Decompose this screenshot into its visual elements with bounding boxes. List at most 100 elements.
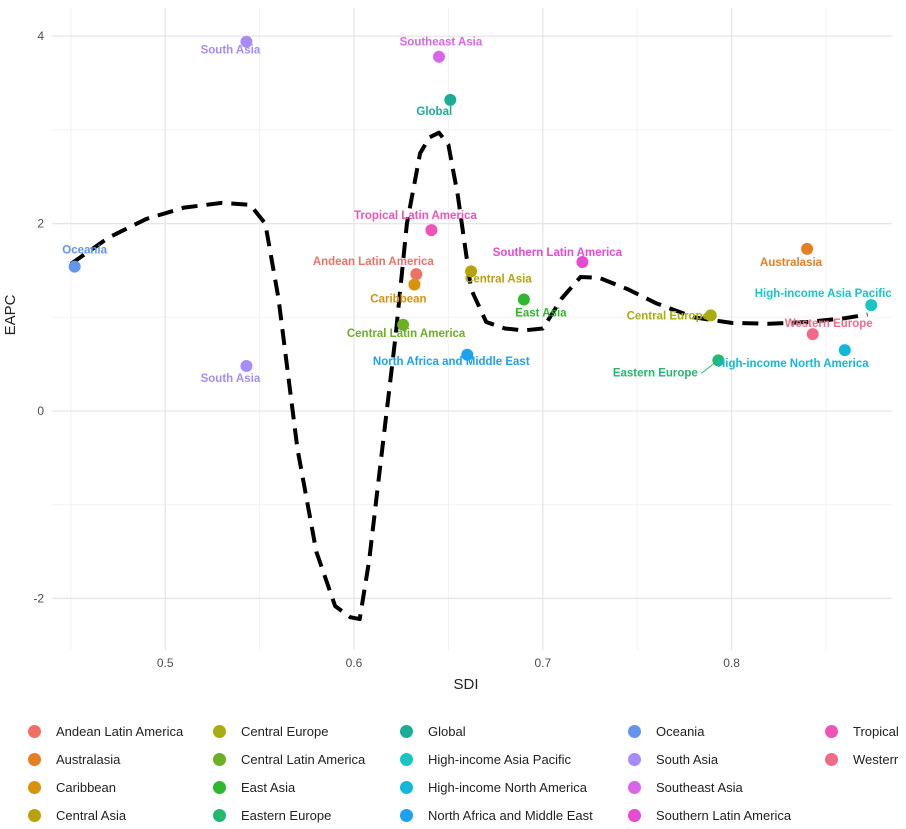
legend-label: Global: [428, 723, 466, 739]
y-tick-label: 0: [37, 404, 44, 418]
point-label: Global: [416, 106, 452, 118]
legend-item: South Asia: [628, 750, 718, 768]
point-label: Caribbean: [370, 293, 426, 305]
legend-label: Southeast Asia: [656, 779, 743, 795]
legend-item: High-income Asia Pacific: [400, 750, 571, 768]
data-point: [704, 309, 717, 322]
legend-item: Southern Latin America: [628, 806, 791, 824]
legend-label: Andean Latin America: [56, 723, 184, 739]
data-points: [68, 35, 878, 373]
data-point: [576, 255, 589, 268]
legend-swatch: [628, 724, 641, 738]
point-label: Central Latin America: [347, 328, 466, 340]
x-tick-label: 0.7: [534, 656, 551, 670]
legend-swatch: [825, 724, 838, 738]
point-label: Southeast Asia: [400, 37, 483, 49]
data-point: [712, 354, 725, 367]
legend-label: High-income North America: [428, 779, 587, 795]
point-label: Central Asia: [465, 273, 532, 285]
legend-label: Oceania: [656, 723, 705, 739]
legend-label: Central Europe: [241, 723, 329, 739]
data-point: [806, 328, 819, 341]
legend-swatch: [213, 724, 226, 738]
legend-item: Andean Latin America: [28, 722, 183, 740]
point-label: High-income Asia Pacific: [755, 288, 893, 300]
legend-label: Eastern Europe: [241, 807, 332, 823]
point-label: Andean Latin America: [313, 256, 435, 268]
leader-line: [701, 362, 716, 374]
label-leader-lines: [701, 362, 716, 374]
legend-item: Global: [400, 722, 466, 740]
legend-label: Westerr: [853, 751, 899, 767]
data-point: [517, 293, 530, 306]
point-label: South Asia: [201, 45, 261, 57]
legend-item: Australasia: [28, 750, 120, 768]
point-label: South Asia: [201, 373, 261, 385]
legend-swatch: [628, 780, 641, 794]
data-point: [410, 268, 423, 281]
legend-label: High-income Asia Pacific: [428, 751, 572, 767]
y-tick-label: 2: [37, 217, 44, 231]
data-point: [240, 360, 253, 373]
plot-grid: [52, 8, 892, 650]
legend-item: Tropical: [825, 722, 899, 740]
data-point: [408, 278, 421, 291]
legend-swatch: [400, 724, 413, 738]
point-label: Western Europe: [785, 318, 873, 330]
point-label: North Africa and Middle East: [373, 356, 530, 368]
legend-item: Central Latin America: [213, 750, 365, 768]
x-axis-title: SDI: [453, 676, 478, 693]
legend-swatch: [28, 752, 41, 766]
point-label: East Asia: [515, 307, 567, 319]
point-label: Tropical Latin America: [354, 210, 478, 222]
legend-swatch: [825, 752, 838, 766]
point-label: Australasia: [760, 257, 823, 269]
legend-label: Central Asia: [56, 807, 127, 823]
legend-label: Australasia: [56, 751, 121, 767]
legend-item: Southeast Asia: [628, 778, 743, 796]
legend-swatch: [400, 780, 413, 794]
legend-label: South Asia: [656, 751, 719, 767]
legend-swatch: [400, 752, 413, 766]
legend-item: East Asia: [213, 778, 295, 796]
x-tick-labels: 0.5 0.6 0.7 0.8: [157, 656, 740, 670]
legend-label: East Asia: [241, 779, 296, 795]
y-tick-labels: -2 0 2 4: [33, 29, 44, 605]
legend-label: Central Latin America: [241, 751, 366, 767]
data-point: [801, 242, 814, 255]
legend-item: Central Europe: [213, 722, 328, 740]
point-label: High-income North America: [717, 358, 869, 370]
data-point: [461, 348, 474, 361]
legend-label: North Africa and Middle East: [428, 807, 593, 823]
point-label: Central Europe: [627, 310, 709, 322]
x-tick-label: 0.8: [723, 656, 740, 670]
x-tick-label: 0.6: [346, 656, 363, 670]
legend-swatch: [28, 724, 41, 738]
y-axis-title: EAPC: [2, 294, 19, 335]
legend-swatch: [28, 780, 41, 794]
legend-item: Caribbean: [28, 778, 116, 796]
trend-line: [69, 130, 868, 622]
point-label: Eastern Europe: [613, 367, 698, 379]
point-labels: Oceania South Asia South Asia Southeast Asi…: [62, 37, 892, 385]
legend-swatch: [628, 752, 641, 766]
legend-swatch: [28, 808, 41, 822]
legend-item: North Africa and Middle East: [400, 806, 593, 824]
legend-swatch: [213, 780, 226, 794]
point-label: Oceania: [62, 245, 107, 257]
data-point: [425, 224, 438, 237]
legend-swatch: [400, 808, 413, 822]
data-point: [838, 344, 851, 357]
data-point: [68, 260, 81, 273]
x-tick-label: 0.5: [157, 656, 174, 670]
legend-label: Tropical: [853, 723, 899, 739]
legend-swatch: [628, 808, 641, 822]
legend-label: Southern Latin America: [656, 807, 792, 823]
y-tick-label: -2: [33, 591, 44, 605]
legend-item: Eastern Europe: [213, 806, 331, 824]
legend-label: Caribbean: [56, 779, 116, 795]
data-point: [240, 35, 253, 48]
y-tick-label: 4: [37, 29, 44, 43]
data-point: [432, 50, 445, 63]
legend-item: Westerr: [825, 750, 898, 768]
